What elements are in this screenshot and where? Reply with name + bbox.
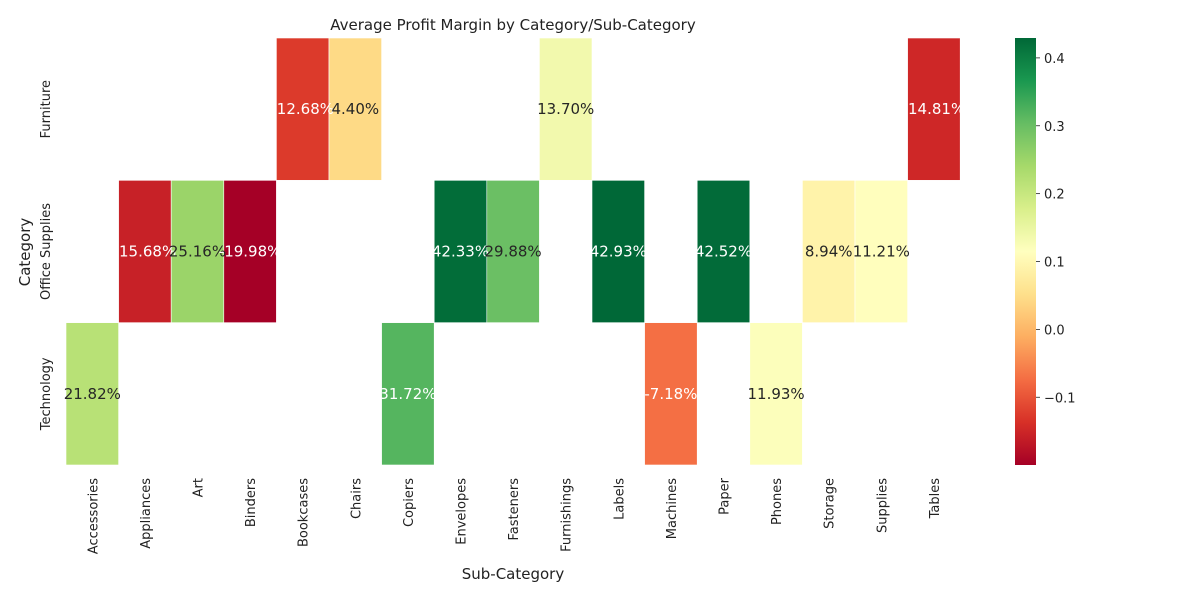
cell-value-label: 4.40% [331,100,379,118]
cell-value-label: 25.16% [169,242,226,260]
x-tick-label: Copiers [402,478,417,527]
y-tick-label: Furniture [39,80,54,138]
cell-value-label: 11.93% [747,385,804,403]
heatmap-cell [328,37,382,181]
heatmap-cell [381,322,435,466]
x-tick-label: Accessories [86,478,101,554]
cell-value-label: -14.81% [903,100,966,118]
cell-value-label: 13.70% [537,100,594,118]
y-tick-label: Office Supplies [39,203,54,300]
x-tick-labels: Accessories Appliances Art Binders Bookcases… [86,477,943,554]
heatmap-cell [118,180,172,323]
cell-value-label: -19.98% [219,242,282,260]
heatmap-cell [223,180,277,323]
heatmap-cell [170,180,225,323]
cell-value-label: 21.82% [64,385,121,403]
x-tick-label: Paper [718,477,733,514]
cell-value-label: 42.52% [695,242,752,260]
cell-value-label: -12.68% [271,100,334,118]
cell-value-label: 8.94% [805,242,853,260]
x-tick-label: Phones [770,478,785,525]
colorbar [1015,38,1036,465]
cell-value-label: 42.33% [432,242,489,260]
cell-value-label: -15.68% [114,242,177,260]
heatmap-cell-labels: -12.68%4.40% 13.70% -14.81% -15.68%25.16%-1… [64,100,966,403]
cell-value-label: 11.21% [853,242,910,260]
x-tick-label: Storage [823,478,838,529]
x-tick-label: Supplies [875,478,890,533]
heatmap-cell [486,180,540,323]
heatmap-cell [65,322,119,466]
x-tick-label: Labels [612,478,627,520]
y-tick-labels: Furniture Office Supplies Technology [39,80,54,431]
x-tick-label: Envelopes [455,478,470,545]
x-tick-label: Furnishings [560,478,575,552]
heatmap-cell [433,180,488,323]
heatmap-cell [802,180,856,323]
x-axis-title: Sub-Category [462,565,565,583]
x-tick-label: Bookcases [297,478,312,547]
colorbar-tick-label: 0.0 [1044,323,1065,338]
cell-value-label: -7.18% [644,385,697,403]
x-tick-label: Binders [244,478,259,527]
y-tick-label: Technology [39,357,54,431]
chart-title: Average Profit Margin by Category/Sub-Ca… [330,16,696,34]
heatmap-cell [591,180,645,323]
cell-value-label: 29.88% [484,242,541,260]
colorbar-tick-label: −0.1 [1044,391,1076,406]
heatmap-cell [749,322,803,466]
heatmap-cell [644,322,698,466]
colorbar-tick-label: 0.2 [1044,188,1065,203]
heatmap-cell [696,180,751,323]
colorbar-tick-label: 0.1 [1044,256,1065,271]
heatmap-cells [65,37,961,466]
colorbar-tick-label: 0.3 [1044,120,1065,135]
y-axis-title: Category [16,218,34,287]
x-tick-label: Art [192,478,207,497]
cell-value-label: 31.72% [379,385,436,403]
x-tick-label: Fasteners [507,478,522,541]
x-tick-label: Appliances [139,478,154,549]
x-tick-label: Machines [665,478,680,539]
heatmap-cell [854,180,908,323]
x-tick-label: Chairs [349,478,364,519]
x-tick-label: Tables [928,478,943,520]
heatmap-cell [276,37,330,181]
cell-value-label: 42.93% [590,242,647,260]
colorbar-ticks: −0.1 0.0 0.1 0.2 0.3 0.4 [1036,52,1076,406]
heatmap-cell [539,37,593,181]
colorbar-tick-label: 0.4 [1044,52,1065,67]
heatmap-cell [907,37,961,181]
